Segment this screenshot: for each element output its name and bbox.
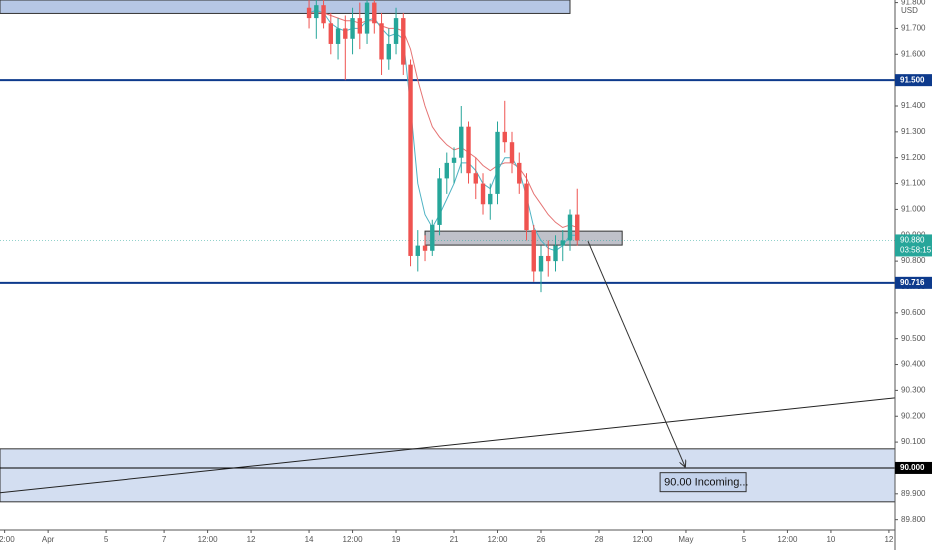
y-tick-label: 91.100 (901, 179, 926, 188)
candle-body (560, 240, 565, 246)
x-tick-label: 12 (247, 535, 256, 544)
candle-body (350, 18, 355, 39)
candle-body (335, 28, 341, 44)
candle-body (401, 18, 406, 65)
candle-body (473, 173, 478, 184)
candle-body (306, 7, 312, 19)
candle-body (524, 183, 529, 231)
x-tick-label: 26 (537, 535, 546, 544)
x-tick-label: 12:00 (0, 535, 15, 544)
y-tick-label: 91.600 (901, 49, 926, 58)
candle-body (444, 162, 449, 179)
level-label: 90.000 (900, 463, 925, 472)
candle-body (480, 183, 486, 205)
y-tick-label: 91.000 (901, 205, 926, 214)
annotation-box (659, 472, 747, 493)
x-tick-label: 12:00 (343, 535, 364, 544)
price-axis-bg (895, 0, 932, 550)
candle-body (437, 178, 442, 225)
y-tick-label: 90.600 (901, 308, 926, 317)
level-label: 91.500 (900, 75, 925, 84)
candle-body (415, 245, 420, 256)
candle-body (466, 126, 471, 174)
annotation-text: 90.00 Incoming... (664, 477, 748, 489)
y-tick-label: 90.300 (901, 385, 926, 394)
zone (424, 230, 623, 246)
x-tick-label: Apr (42, 535, 55, 544)
candle-body (517, 162, 522, 184)
x-tick-label: 19 (392, 535, 401, 544)
candle-body (538, 255, 544, 272)
y-tick-label: 90.800 (901, 256, 926, 265)
x-tick-label: 21 (450, 535, 459, 544)
x-tick-label: 12:00 (198, 535, 219, 544)
candle-body (364, 2, 370, 34)
time-axis-bg (0, 530, 932, 550)
y-tick-label: 91.300 (901, 127, 926, 136)
x-tick-label: 12:00 (632, 535, 653, 544)
level-label: 90.716 (900, 278, 925, 287)
x-tick-label: 28 (595, 535, 604, 544)
current-price-bg (895, 234, 932, 257)
candle-body (567, 214, 573, 241)
x-tick-label: 5 (742, 535, 747, 544)
y-tick-label: 89.800 (901, 515, 926, 524)
candle-body (372, 2, 377, 24)
candle-body (451, 157, 457, 163)
currency-label: USD (901, 6, 918, 15)
y-tick-label: 90.200 (901, 411, 926, 420)
candle-body (422, 245, 428, 251)
x-tick-label: 5 (104, 535, 109, 544)
candle-body (430, 224, 435, 251)
y-tick-label: 90.100 (901, 437, 926, 446)
candle-body (488, 193, 493, 205)
zone (0, 448, 896, 503)
x-tick-label: 12:00 (777, 535, 798, 544)
arrow (587, 241, 685, 466)
candle-body (495, 131, 500, 194)
x-tick-label: 14 (305, 535, 314, 544)
candle-body (408, 64, 413, 256)
x-tick-label: May (678, 535, 693, 544)
x-tick-label: 7 (162, 535, 167, 544)
y-tick-label: 89.900 (901, 489, 926, 498)
x-tick-label: 12 (884, 535, 893, 544)
candle-body (386, 43, 391, 60)
x-tick-label: 10 (826, 535, 835, 544)
candle-body (379, 23, 384, 60)
candle-body (357, 18, 362, 34)
level-label-bg (895, 276, 932, 289)
candle-body (321, 5, 326, 24)
current-price-label: 90.880 (900, 236, 925, 245)
y-tick-label: 91.700 (901, 24, 926, 33)
candle-body (459, 126, 464, 158)
candle-body (393, 18, 399, 44)
y-tick-label: 91.800 (901, 0, 926, 7)
candle-body (328, 23, 334, 44)
y-tick-label: 90.400 (901, 360, 926, 369)
zone (0, 0, 571, 14)
candle-body (314, 5, 319, 19)
candle-body (343, 28, 348, 39)
countdown-label: 03:58:15 (900, 246, 932, 255)
candle-body (531, 230, 536, 272)
y-tick-label: 91.400 (901, 101, 926, 110)
candle-body (546, 255, 551, 262)
candle-body (575, 214, 580, 241)
x-tick-label: 12:00 (487, 535, 508, 544)
y-tick-label: 91.200 (901, 153, 926, 162)
candle-body (509, 142, 515, 163)
candle-body (553, 245, 558, 262)
level-label-bg (895, 74, 932, 87)
trend-line (0, 397, 896, 494)
y-tick-label: 90.500 (901, 334, 926, 343)
candle-body (502, 131, 507, 143)
level-label-bg (895, 461, 932, 474)
